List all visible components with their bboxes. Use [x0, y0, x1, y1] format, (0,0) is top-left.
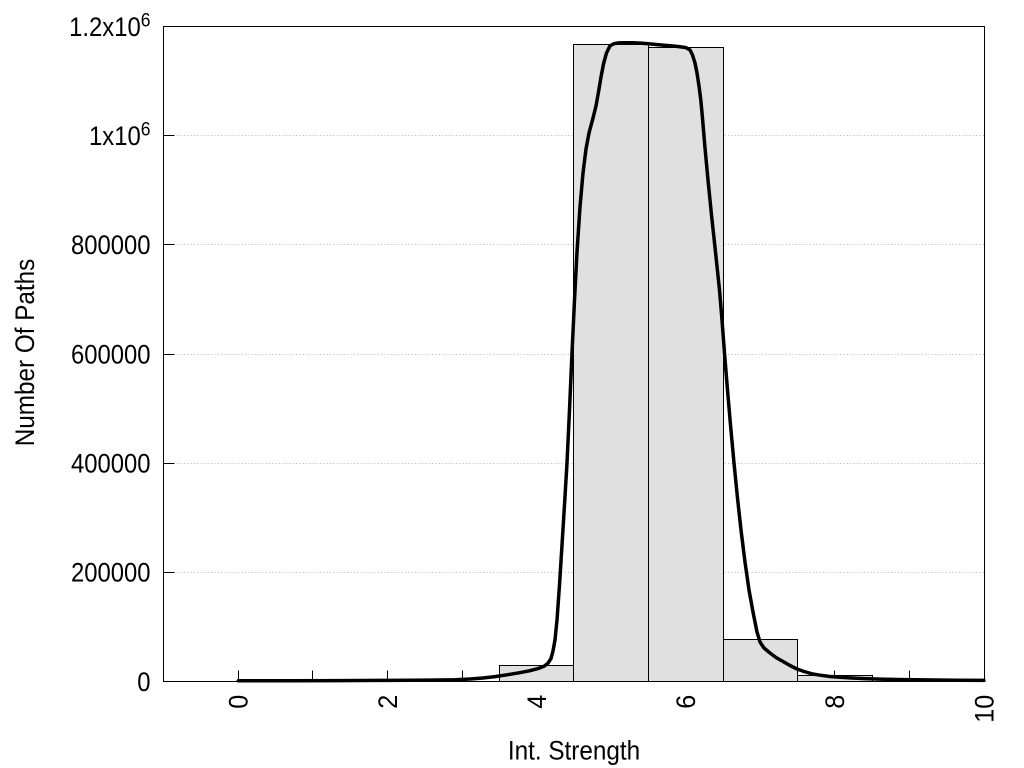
svg-text:2: 2	[374, 695, 403, 709]
svg-text:0: 0	[137, 668, 150, 697]
svg-text:800000: 800000	[71, 231, 151, 260]
svg-text:400000: 400000	[71, 449, 151, 478]
svg-text:1.2x106: 1.2x106	[69, 9, 150, 43]
svg-text:8: 8	[822, 695, 851, 709]
svg-text:10: 10	[971, 695, 1000, 723]
svg-text:Int. Strength: Int. Strength	[508, 736, 640, 765]
svg-text:1x106: 1x106	[89, 118, 150, 152]
svg-text:Number Of Paths: Number Of Paths	[11, 259, 40, 447]
svg-text:0: 0	[225, 695, 254, 709]
svg-text:6: 6	[673, 695, 702, 709]
svg-text:600000: 600000	[71, 340, 151, 369]
svg-text:4: 4	[523, 695, 552, 709]
svg-text:200000: 200000	[71, 559, 151, 588]
